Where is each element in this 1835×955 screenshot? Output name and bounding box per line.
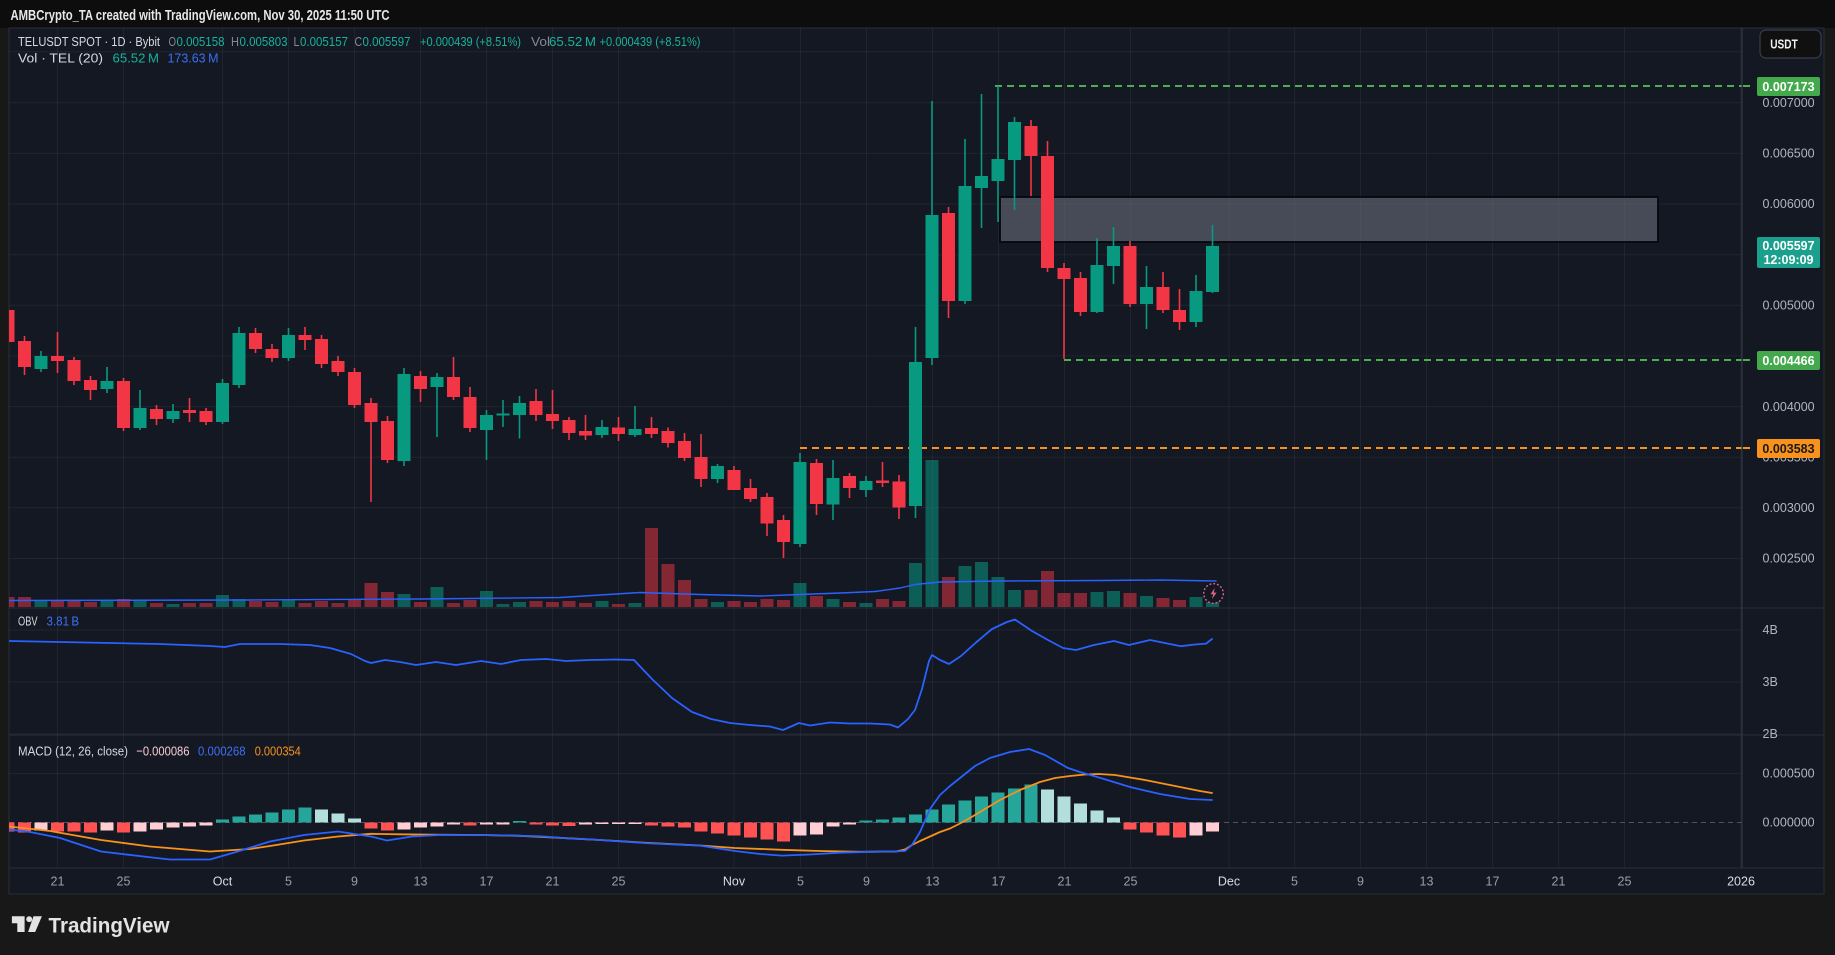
svg-text:17: 17	[992, 875, 1006, 889]
svg-text:Nov: Nov	[723, 875, 746, 889]
svg-text:2026: 2026	[1727, 875, 1755, 889]
svg-text:0.003000: 0.003000	[1763, 501, 1815, 515]
svg-text:13: 13	[1420, 875, 1434, 889]
svg-text:−0.000086: −0.000086	[136, 744, 189, 759]
svg-text:17: 17	[1486, 875, 1500, 889]
svg-text:3.81 B: 3.81 B	[47, 614, 80, 629]
svg-text:21: 21	[1552, 875, 1566, 889]
svg-text:AMBCrypto_TA created with Trad: AMBCrypto_TA created with TradingView.co…	[11, 8, 390, 24]
svg-text:H: H	[231, 34, 239, 49]
svg-text:Vol: Vol	[531, 34, 550, 49]
svg-text:Oct: Oct	[213, 875, 233, 889]
svg-text:0.005803: 0.005803	[240, 34, 288, 49]
svg-text:MACD (12, 26, close): MACD (12, 26, close)	[18, 744, 128, 759]
svg-text:Dec: Dec	[1218, 875, 1240, 889]
svg-text:0.002500: 0.002500	[1763, 552, 1815, 566]
svg-text:25: 25	[612, 875, 626, 889]
svg-text:13: 13	[414, 875, 428, 889]
svg-text:TradingView: TradingView	[49, 915, 171, 938]
svg-text:0.007000: 0.007000	[1763, 96, 1815, 110]
svg-text:0.006000: 0.006000	[1763, 197, 1815, 211]
svg-text:5: 5	[285, 875, 292, 889]
svg-text:USDT: USDT	[1770, 37, 1798, 52]
svg-text:65.52 M: 65.52 M	[113, 51, 160, 66]
svg-text:12:09:09: 12:09:09	[1763, 253, 1813, 267]
svg-text:25: 25	[1124, 875, 1138, 889]
svg-text:0.003583: 0.003583	[1762, 442, 1814, 456]
svg-text:13: 13	[926, 875, 940, 889]
svg-text:L: L	[294, 34, 300, 49]
svg-text:0.000000: 0.000000	[1763, 816, 1815, 830]
svg-text:21: 21	[1058, 875, 1072, 889]
svg-text:0.005158: 0.005158	[177, 34, 225, 49]
svg-text:21: 21	[51, 875, 65, 889]
svg-text:25: 25	[117, 875, 131, 889]
svg-text:0.000268: 0.000268	[198, 744, 246, 759]
svg-text:Vol · TEL (20): Vol · TEL (20)	[18, 51, 103, 66]
svg-text:3B: 3B	[1763, 675, 1778, 689]
svg-text:+0.000439 (+8.51%): +0.000439 (+8.51%)	[420, 34, 521, 49]
svg-text:173.63 M: 173.63 M	[168, 51, 219, 66]
svg-text:0.000500: 0.000500	[1763, 767, 1815, 781]
svg-text:4B: 4B	[1763, 623, 1778, 637]
svg-text:0.005157: 0.005157	[300, 34, 348, 49]
svg-text:O: O	[169, 34, 177, 49]
svg-text:17: 17	[480, 875, 494, 889]
svg-text:0.007173: 0.007173	[1762, 80, 1814, 94]
svg-text:C: C	[355, 34, 363, 49]
svg-text:TELUSDT SPOT · 1D · Bybit: TELUSDT SPOT · 1D · Bybit	[18, 34, 160, 49]
svg-text:9: 9	[1357, 875, 1364, 889]
svg-text:0.005597: 0.005597	[363, 34, 411, 49]
svg-text:0.004000: 0.004000	[1763, 400, 1815, 414]
svg-text:9: 9	[863, 875, 870, 889]
svg-text:OBV: OBV	[18, 614, 38, 629]
svg-text:9: 9	[351, 875, 358, 889]
svg-text:0.004466: 0.004466	[1762, 354, 1814, 368]
svg-text:5: 5	[1291, 875, 1298, 889]
svg-text:0.006500: 0.006500	[1763, 147, 1815, 161]
svg-text:5: 5	[797, 875, 804, 889]
svg-text:+0.000439 (+8.51%): +0.000439 (+8.51%)	[600, 34, 701, 49]
svg-text:0.005000: 0.005000	[1763, 299, 1815, 313]
svg-text:21: 21	[546, 875, 560, 889]
svg-text:65.52 M: 65.52 M	[549, 34, 596, 49]
svg-text:25: 25	[1618, 875, 1632, 889]
svg-text:0.005597: 0.005597	[1762, 239, 1814, 253]
svg-text:0.000354: 0.000354	[255, 744, 301, 759]
svg-text:2B: 2B	[1763, 727, 1778, 741]
